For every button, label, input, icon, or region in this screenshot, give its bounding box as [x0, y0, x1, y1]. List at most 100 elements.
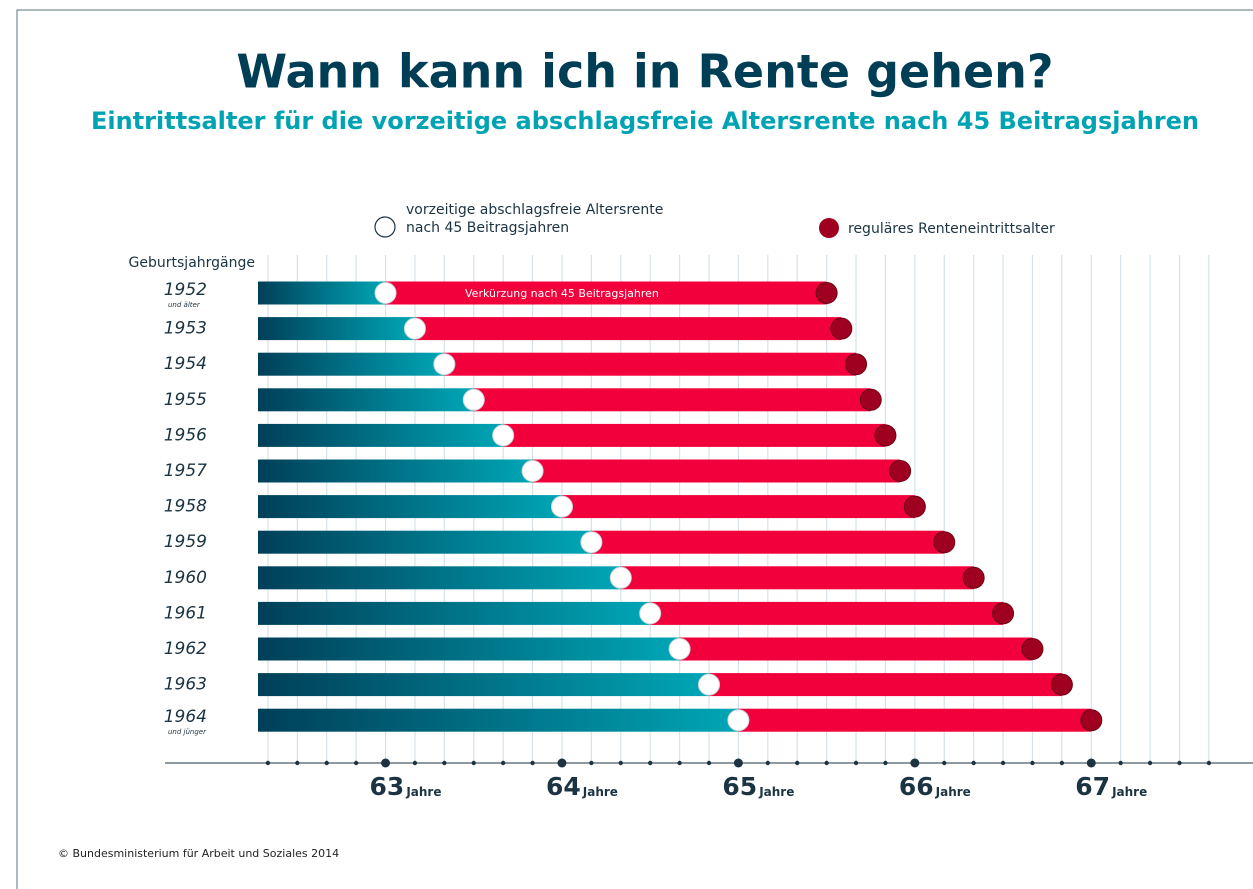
legend-label: vorzeitige abschlagsfreie Altersrente nac… [406, 202, 663, 236]
major-tick [557, 758, 567, 768]
minor-tick [1030, 760, 1035, 766]
early-bar [258, 708, 739, 732]
category-label: 1963 [164, 675, 207, 695]
early-marker [521, 460, 544, 482]
major-tick [1086, 758, 1096, 768]
regular-marker [1050, 673, 1073, 696]
regular-marker [889, 460, 912, 482]
category-label: 1953 [164, 319, 207, 339]
minor-tick [589, 760, 594, 766]
minor-tick [1118, 760, 1123, 766]
shortening-bar [473, 388, 871, 412]
early-bar [258, 352, 445, 376]
category-label: 1958 [164, 497, 207, 517]
early-bar [258, 530, 592, 554]
major-tick [381, 758, 391, 768]
minor-tick [647, 760, 653, 766]
regular-marker [903, 495, 926, 518]
legend-marker [374, 216, 396, 238]
regular-marker [830, 317, 853, 340]
early-marker [727, 709, 750, 732]
category-label: 1962 [164, 639, 207, 659]
early-bar [258, 673, 709, 697]
tick-unit: Jahre [405, 785, 441, 799]
chart-title: Wann kann ich in Rente gehen? [236, 45, 1053, 99]
category-label: 1961 [164, 603, 207, 623]
category-label: 1952 [164, 280, 207, 300]
regular-marker [845, 353, 868, 376]
tick-number: 67 [1075, 772, 1110, 801]
category-note: und älter [168, 301, 201, 309]
early-marker [609, 566, 632, 589]
legend-line: vorzeitige abschlagsfreie Altersrente [406, 202, 663, 218]
x-tick-label: 65 Jahre [722, 772, 794, 801]
early-marker [462, 388, 485, 411]
tick-number: 66 [899, 772, 934, 801]
major-tick [910, 758, 920, 768]
early-bar [258, 637, 680, 661]
minor-tick [530, 760, 535, 766]
minor-tick [412, 760, 418, 766]
tick-number: 63 [370, 772, 405, 801]
regular-marker [1021, 638, 1044, 660]
x-tick-label: 67 Jahre [1075, 772, 1147, 801]
minor-tick [442, 760, 447, 766]
minor-tick [1147, 760, 1153, 766]
early-bar [258, 459, 533, 483]
early-marker [403, 317, 426, 340]
regular-marker [933, 531, 956, 554]
shortening-bar [561, 495, 915, 519]
minor-tick [500, 760, 506, 766]
tick-number: 64 [546, 772, 581, 801]
early-bar [258, 388, 474, 412]
category-label: 1959 [164, 532, 207, 552]
regular-marker [859, 388, 882, 411]
minor-tick [1059, 760, 1065, 766]
early-bar [258, 281, 386, 305]
early-marker [433, 353, 456, 376]
category-label: 1954 [164, 354, 207, 374]
shortening-bar [414, 317, 842, 341]
tick-unit: Jahre [582, 785, 618, 799]
minor-tick [824, 760, 829, 766]
minor-tick [353, 760, 359, 766]
category-note: und jünger [168, 728, 207, 736]
category-label: 1957 [164, 461, 207, 481]
shortening-bar [709, 673, 1062, 697]
early-bar [258, 566, 621, 590]
tick-number: 65 [722, 772, 757, 801]
tick-unit: Jahre [935, 785, 971, 799]
early-marker [698, 673, 720, 696]
minor-tick [853, 760, 859, 766]
shortening-bar [650, 601, 1004, 625]
early-marker [639, 602, 662, 625]
minor-tick [265, 760, 271, 766]
shortening-bar [532, 459, 901, 483]
legend-line: nach 45 Beitragsjahren [406, 220, 569, 236]
shortening-bar [620, 566, 974, 590]
category-label: 1964 [164, 707, 207, 727]
x-tick-label: 63 Jahre [370, 772, 442, 801]
legend-marker [819, 218, 839, 238]
major-tick [733, 758, 743, 768]
early-bar [258, 423, 504, 447]
early-marker [374, 282, 397, 304]
x-tick-label: 64 Jahre [546, 772, 618, 801]
category-label: 1956 [164, 425, 207, 445]
frame [16, 9, 1253, 889]
footer: © Bundesministerium für Arbeit und Sozia… [58, 847, 339, 860]
category-label: 1955 [164, 390, 207, 410]
regular-marker [815, 282, 838, 304]
minor-tick [471, 760, 476, 766]
minor-tick [1206, 760, 1212, 766]
shortening-bar [385, 281, 827, 305]
regular-marker [1080, 709, 1103, 732]
y-axis-label: Geburtsjahrgänge [129, 255, 255, 271]
shortening-bar [503, 423, 886, 447]
x-tick-label: 66 Jahre [899, 772, 971, 801]
tick-unit: Jahre [758, 785, 794, 799]
minor-tick [677, 760, 682, 766]
category-label: 1960 [164, 568, 207, 588]
minor-tick [295, 760, 300, 766]
